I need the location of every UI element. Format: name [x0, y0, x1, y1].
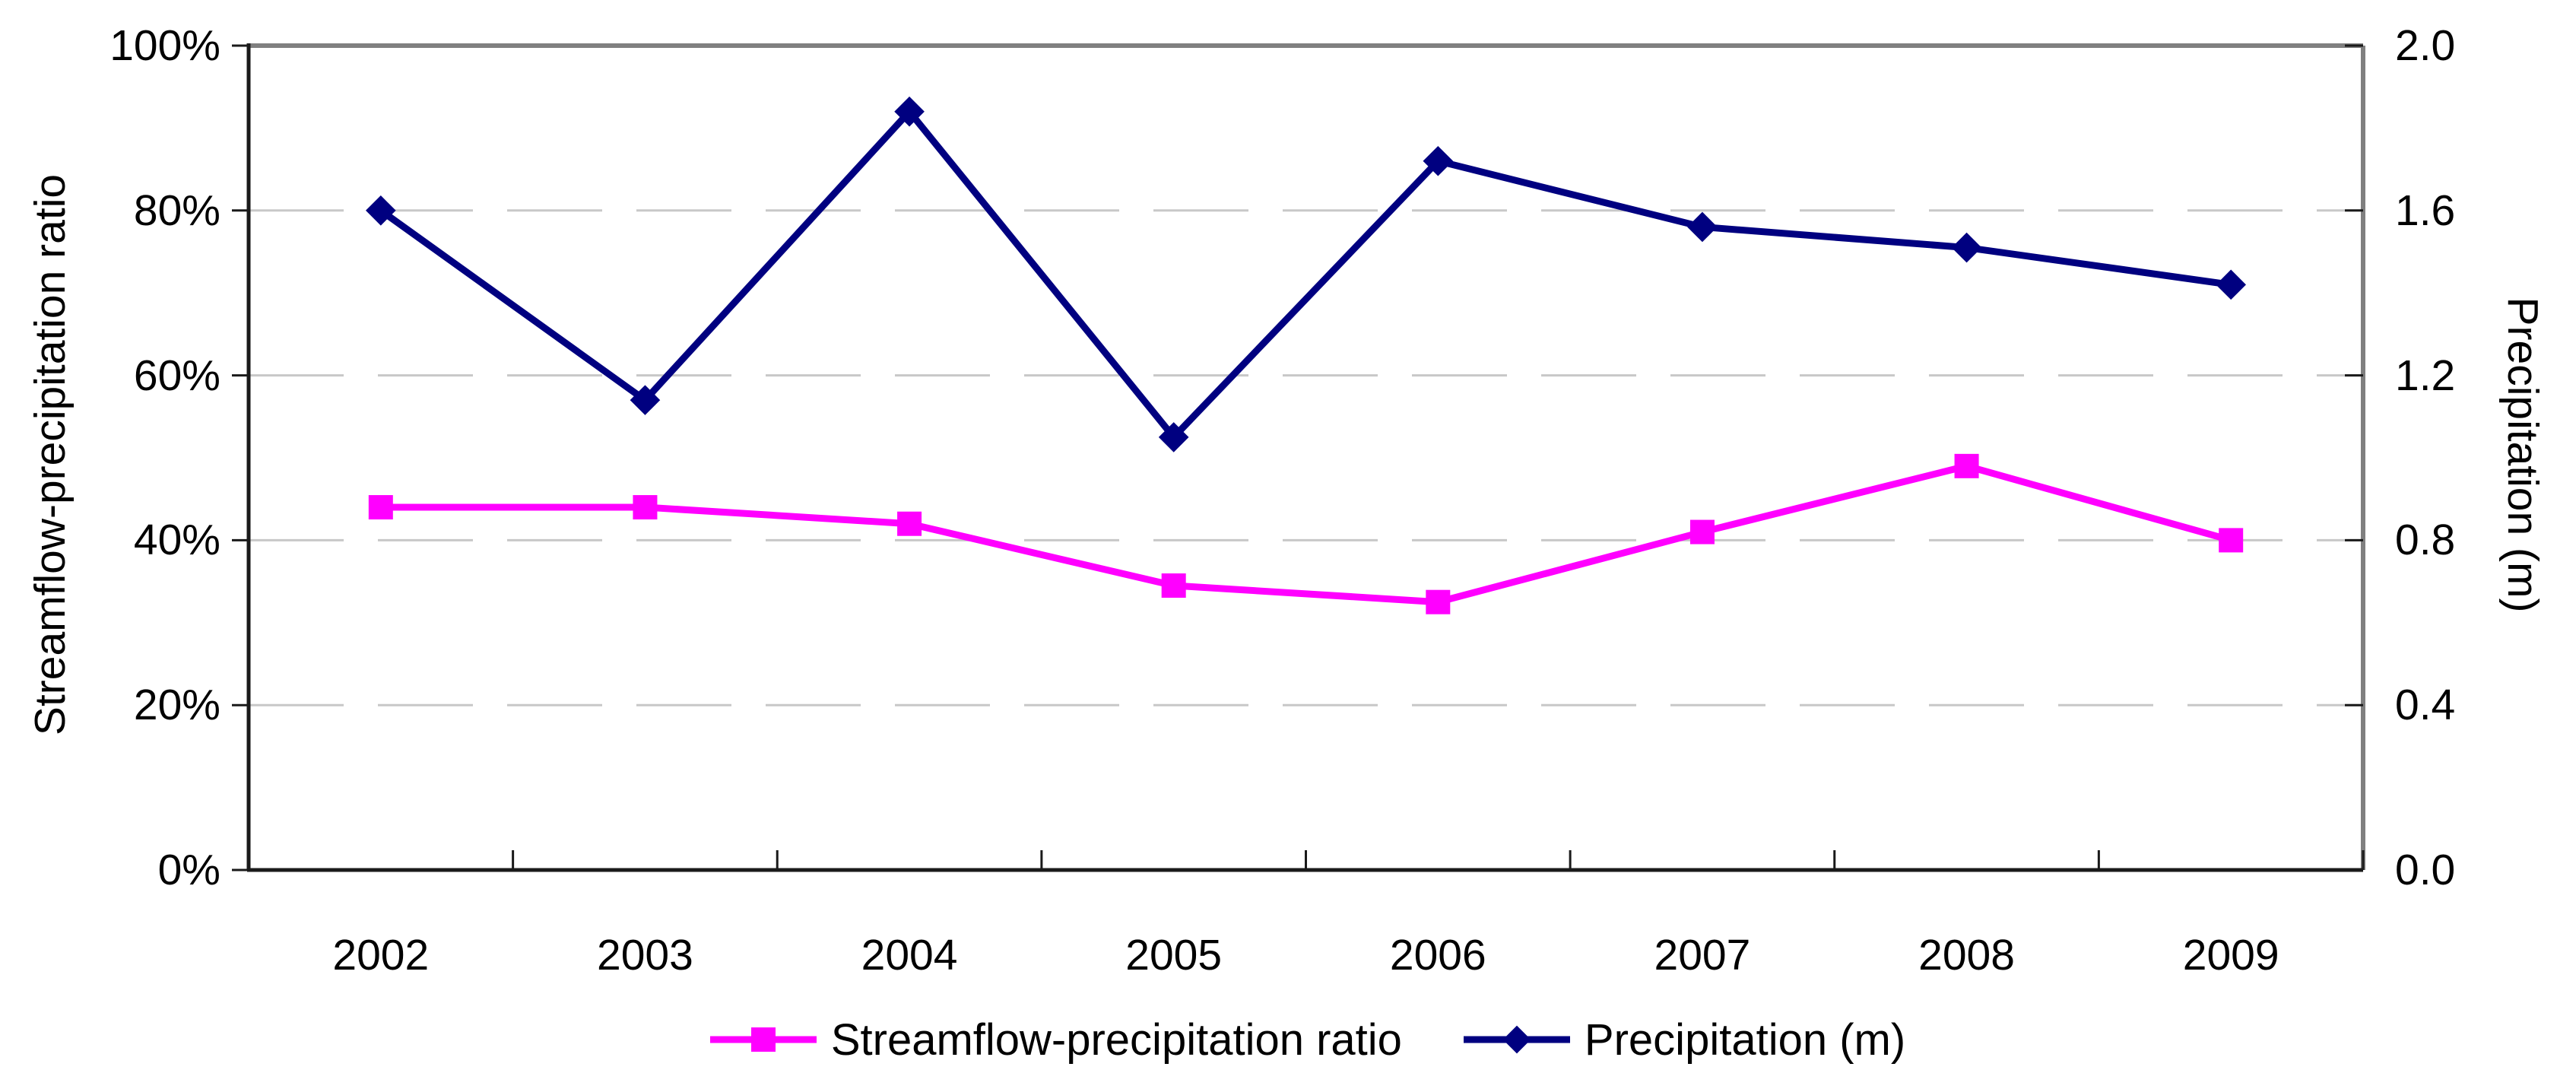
legend-label-precipitation: Precipitation (m) [1584, 1014, 1906, 1065]
left-axis-title: Streamflow-precipitation ratio [26, 173, 75, 736]
legend-diamond-marker-icon [1463, 1025, 1570, 1054]
right-axis-tick-label: 0.8 [2395, 516, 2456, 565]
right-axis-tick-label: 0.4 [2395, 681, 2456, 730]
x-axis-category-label: 2008 [1918, 931, 2015, 979]
right-axis-tick-label: 0.0 [2395, 846, 2456, 894]
square-marker [2219, 528, 2244, 553]
right-axis-tick-label: 2.0 [2395, 21, 2456, 70]
legend-item-precipitation: Precipitation (m) [1460, 1012, 1905, 1067]
left-axis-tick-label: 20% [133, 681, 220, 730]
legend-label-streamflow-ratio: Streamflow-precipitation ratio [830, 1014, 1402, 1065]
x-axis-category-label: 2007 [1654, 931, 1751, 979]
square-marker [1161, 573, 1186, 598]
left-axis-tick-label: 0% [157, 846, 220, 894]
square-marker [633, 495, 658, 520]
right-axis-tick-label: 1.2 [2395, 351, 2456, 400]
diamond-marker [1687, 211, 1718, 243]
square-marker [1954, 453, 1979, 478]
x-axis-category-label: 2009 [2182, 931, 2279, 979]
square-marker [368, 495, 393, 520]
x-axis-category-label: 2002 [332, 931, 430, 979]
diamond-marker [1951, 232, 1982, 263]
right-axis-tick-label: 1.6 [2395, 186, 2456, 235]
square-marker [1689, 519, 1715, 544]
x-axis-category-label: 2004 [861, 931, 958, 979]
square-marker [897, 511, 922, 536]
square-marker [1426, 589, 1451, 614]
right-axis-title: Precipitation (m) [2498, 297, 2547, 613]
legend-square-marker-icon [709, 1027, 817, 1052]
series-line-diamond [379, 106, 2232, 443]
legend: Streamflow-precipitation ratio Precipita… [249, 998, 2363, 1081]
series-line-square [380, 462, 2232, 606]
x-axis-category-label: 2005 [1125, 931, 1223, 979]
legend-item-streamflow-ratio: Streamflow-precipitation ratio [706, 1012, 1402, 1067]
diamond-marker [630, 385, 661, 415]
left-axis-tick-label: 60% [133, 351, 220, 400]
x-axis-category-label: 2006 [1389, 931, 1486, 979]
left-axis-tick-label: 40% [133, 516, 220, 565]
x-axis-category-label: 2003 [597, 931, 693, 979]
diamond-marker [2216, 269, 2246, 300]
left-axis-tick-label: 80% [133, 186, 220, 235]
left-axis-tick-label: 100% [109, 21, 220, 70]
